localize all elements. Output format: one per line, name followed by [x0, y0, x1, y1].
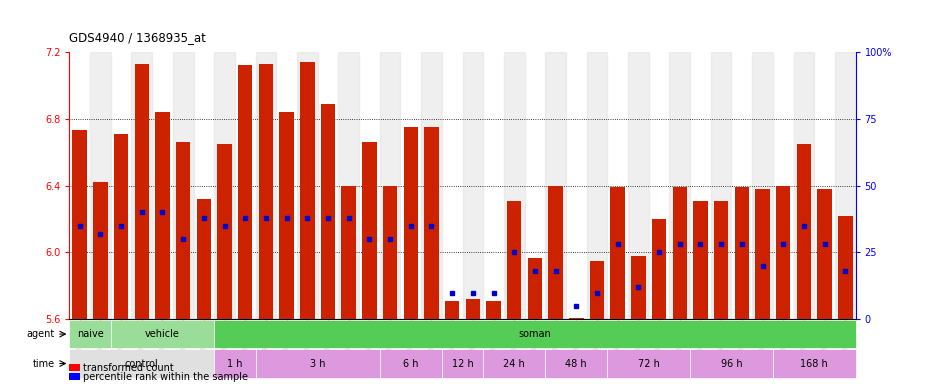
- Bar: [504, 52, 524, 319]
- Bar: [215, 320, 856, 348]
- Text: 48 h: 48 h: [565, 359, 587, 369]
- Bar: [238, 65, 253, 319]
- Bar: [445, 301, 460, 319]
- Text: 6 h: 6 h: [403, 359, 418, 369]
- Bar: [545, 349, 608, 377]
- Bar: [69, 349, 215, 377]
- Bar: [300, 62, 314, 319]
- Bar: [462, 52, 483, 319]
- Bar: [215, 349, 255, 377]
- Bar: [90, 52, 111, 319]
- Bar: [776, 185, 791, 319]
- Bar: [693, 201, 708, 319]
- Bar: [155, 112, 169, 319]
- Bar: [752, 52, 773, 319]
- Bar: [608, 349, 690, 377]
- Text: control: control: [125, 359, 159, 369]
- Bar: [590, 261, 604, 319]
- Bar: [734, 187, 749, 319]
- Bar: [483, 349, 545, 377]
- Bar: [197, 199, 211, 319]
- Bar: [631, 256, 646, 319]
- Text: GDS4940 / 1368935_at: GDS4940 / 1368935_at: [69, 31, 206, 44]
- Bar: [173, 52, 193, 319]
- Bar: [569, 318, 584, 319]
- Bar: [131, 52, 152, 319]
- Bar: [341, 185, 356, 319]
- Bar: [255, 349, 380, 377]
- Text: 72 h: 72 h: [637, 359, 660, 369]
- Text: transformed count: transformed count: [83, 363, 174, 373]
- Bar: [380, 52, 401, 319]
- Bar: [383, 185, 398, 319]
- Text: naive: naive: [77, 329, 104, 339]
- Bar: [838, 216, 853, 319]
- Bar: [628, 52, 648, 319]
- Text: 3 h: 3 h: [310, 359, 326, 369]
- Bar: [176, 142, 191, 319]
- Bar: [134, 63, 149, 319]
- Bar: [69, 320, 111, 348]
- Bar: [217, 144, 232, 319]
- Text: 96 h: 96 h: [721, 359, 742, 369]
- Bar: [403, 127, 418, 319]
- Bar: [363, 142, 376, 319]
- Bar: [835, 52, 856, 319]
- Bar: [714, 201, 728, 319]
- Bar: [756, 189, 770, 319]
- Bar: [610, 187, 625, 319]
- Bar: [507, 201, 522, 319]
- Bar: [111, 320, 215, 348]
- Bar: [652, 219, 666, 319]
- Bar: [259, 63, 273, 319]
- Bar: [321, 104, 335, 319]
- Bar: [215, 52, 235, 319]
- Text: percentile rank within the sample: percentile rank within the sample: [83, 372, 248, 382]
- Text: time: time: [32, 359, 55, 369]
- Bar: [425, 127, 438, 319]
- Bar: [255, 52, 277, 319]
- Bar: [672, 187, 687, 319]
- Bar: [487, 301, 500, 319]
- Bar: [279, 112, 294, 319]
- Bar: [442, 349, 483, 377]
- Text: 12 h: 12 h: [451, 359, 474, 369]
- Bar: [527, 258, 542, 319]
- Text: 24 h: 24 h: [503, 359, 525, 369]
- Bar: [773, 349, 856, 377]
- Bar: [549, 185, 562, 319]
- Bar: [421, 52, 442, 319]
- Bar: [710, 52, 732, 319]
- Bar: [380, 349, 442, 377]
- Bar: [465, 299, 480, 319]
- Text: vehicle: vehicle: [145, 329, 180, 339]
- Bar: [794, 52, 814, 319]
- Bar: [297, 52, 317, 319]
- Bar: [72, 131, 87, 319]
- Bar: [339, 52, 359, 319]
- Text: agent: agent: [27, 329, 55, 339]
- Bar: [690, 349, 773, 377]
- Text: 168 h: 168 h: [800, 359, 828, 369]
- Bar: [93, 182, 107, 319]
- Text: 1 h: 1 h: [228, 359, 242, 369]
- Text: soman: soman: [519, 329, 551, 339]
- Bar: [670, 52, 690, 319]
- Bar: [818, 189, 832, 319]
- Bar: [545, 52, 566, 319]
- Bar: [796, 144, 811, 319]
- Bar: [114, 134, 129, 319]
- Bar: [586, 52, 608, 319]
